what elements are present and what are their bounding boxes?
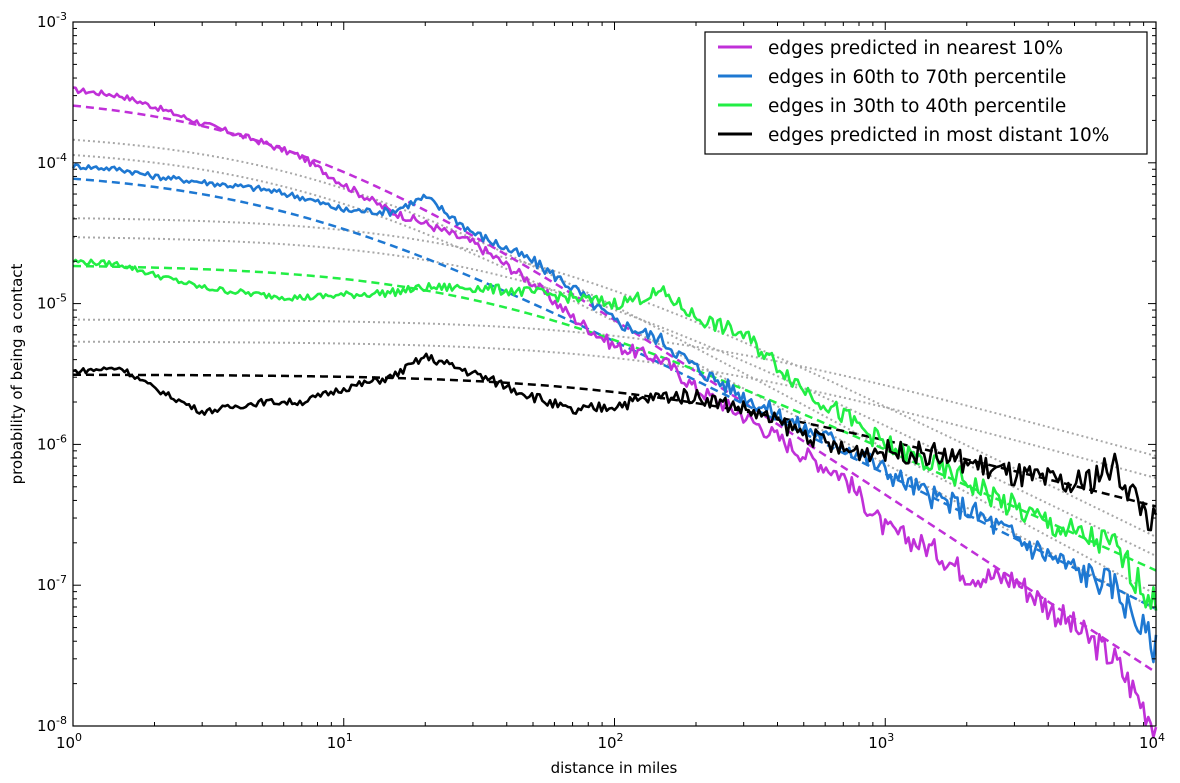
reference-curve-5 bbox=[72, 340, 1157, 480]
fitted-curves bbox=[72, 104, 1157, 674]
x-tick-label: 101 bbox=[327, 731, 353, 752]
y-tick-exponent: -3 bbox=[56, 10, 67, 23]
y-tick-exponent: -4 bbox=[56, 151, 67, 164]
x-tick-exponent: 1 bbox=[346, 731, 353, 744]
x-tick-base: 10 bbox=[1139, 734, 1158, 752]
x-tick-exponent: 4 bbox=[1158, 731, 1165, 744]
reference-curve-0 bbox=[72, 138, 1157, 596]
x-tick-exponent: 2 bbox=[617, 731, 624, 744]
reference-curve-3 bbox=[72, 236, 1157, 557]
y-axis-label: probability of being a contact bbox=[8, 263, 26, 484]
legend-box bbox=[704, 31, 1148, 155]
y-tick-label: 10-3 bbox=[37, 10, 67, 31]
y-tick-label: 10-5 bbox=[37, 292, 67, 313]
y-tick-label: 10-8 bbox=[37, 714, 67, 735]
y-tick-base: 10 bbox=[37, 435, 56, 453]
y-tick-exponent: -6 bbox=[56, 432, 67, 445]
legend-label-distant: edges predicted in most distant 10% bbox=[768, 125, 1109, 146]
y-tick-label: 10-4 bbox=[37, 151, 67, 172]
reference-curve-2 bbox=[72, 217, 1157, 538]
y-tick-base: 10 bbox=[37, 576, 56, 594]
fit-curve-1 bbox=[72, 177, 1157, 610]
series-lines bbox=[71, 86, 1158, 739]
y-tick-base: 10 bbox=[37, 154, 56, 172]
reference-curve-4 bbox=[72, 318, 1157, 457]
x-tick-label: 102 bbox=[597, 731, 623, 752]
reference-curve-1 bbox=[72, 154, 1157, 611]
series-line-1 bbox=[71, 162, 1158, 664]
legend-label-30-40: edges in 30th to 40th percentile bbox=[768, 96, 1066, 117]
x-tick-label: 104 bbox=[1139, 731, 1165, 752]
y-tick-label: 10-6 bbox=[37, 432, 67, 453]
x-tick-label: 103 bbox=[868, 731, 894, 752]
y-tick-base: 10 bbox=[37, 717, 56, 735]
legend-label-60-70: edges in 60th to 70th percentile bbox=[768, 67, 1066, 88]
x-tick-exponent: 0 bbox=[75, 731, 82, 744]
x-axis-label: distance in miles bbox=[551, 759, 678, 777]
fit-curve-0 bbox=[72, 104, 1157, 674]
y-tick-exponent: -8 bbox=[56, 714, 67, 727]
legend: edges predicted in nearest 10% edges in … bbox=[704, 31, 1148, 155]
y-tick-exponent: -7 bbox=[56, 573, 67, 586]
series-line-0 bbox=[72, 86, 1158, 739]
legend-label-nearest: edges predicted in nearest 10% bbox=[768, 38, 1063, 59]
y-tick-base: 10 bbox=[37, 13, 56, 31]
x-tick-base: 10 bbox=[868, 734, 887, 752]
x-tick-base: 10 bbox=[327, 734, 346, 752]
y-tick-exponent: -5 bbox=[56, 292, 67, 305]
fit-curve-2 bbox=[72, 264, 1157, 572]
x-tick-base: 10 bbox=[56, 734, 75, 752]
y-tick-label: 10-7 bbox=[37, 573, 67, 594]
x-tick-base: 10 bbox=[597, 734, 616, 752]
y-axis: 10-810-710-610-510-410-3 bbox=[37, 10, 1156, 735]
series-line-2 bbox=[72, 258, 1158, 611]
x-axis: 100 101 102 103 104 bbox=[56, 22, 1165, 752]
series-line-3 bbox=[72, 352, 1158, 532]
x-tick-label: 100 bbox=[56, 731, 82, 752]
y-tick-base: 10 bbox=[37, 295, 56, 313]
x-tick-exponent: 3 bbox=[887, 731, 894, 744]
